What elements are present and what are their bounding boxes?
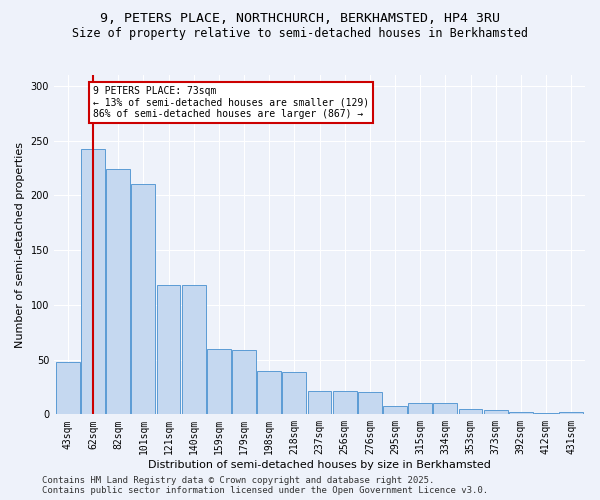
Bar <box>56 362 80 414</box>
Text: 9 PETERS PLACE: 73sqm
← 13% of semi-detached houses are smaller (129)
86% of sem: 9 PETERS PLACE: 73sqm ← 13% of semi-deta… <box>93 86 369 119</box>
Bar <box>81 150 105 414</box>
Text: Size of property relative to semi-detached houses in Berkhamsted: Size of property relative to semi-detach… <box>72 28 528 40</box>
Bar <box>509 412 533 414</box>
Bar <box>182 285 206 414</box>
Bar <box>308 392 331 414</box>
Bar <box>433 404 457 414</box>
Bar <box>458 409 482 414</box>
Bar <box>283 372 307 414</box>
Y-axis label: Number of semi-detached properties: Number of semi-detached properties <box>15 142 25 348</box>
Bar <box>131 184 155 414</box>
Bar <box>257 370 281 414</box>
Bar <box>207 348 231 414</box>
Bar <box>358 392 382 414</box>
Bar <box>157 285 181 414</box>
Text: 9, PETERS PLACE, NORTHCHURCH, BERKHAMSTED, HP4 3RU: 9, PETERS PLACE, NORTHCHURCH, BERKHAMSTE… <box>100 12 500 26</box>
Text: Contains HM Land Registry data © Crown copyright and database right 2025.
Contai: Contains HM Land Registry data © Crown c… <box>42 476 488 495</box>
Bar <box>534 413 558 414</box>
Bar <box>333 392 356 414</box>
Bar <box>383 406 407 414</box>
Bar <box>559 412 583 414</box>
Bar <box>106 169 130 414</box>
Bar <box>408 404 432 414</box>
X-axis label: Distribution of semi-detached houses by size in Berkhamsted: Distribution of semi-detached houses by … <box>148 460 491 470</box>
Bar <box>232 350 256 414</box>
Bar <box>484 410 508 414</box>
